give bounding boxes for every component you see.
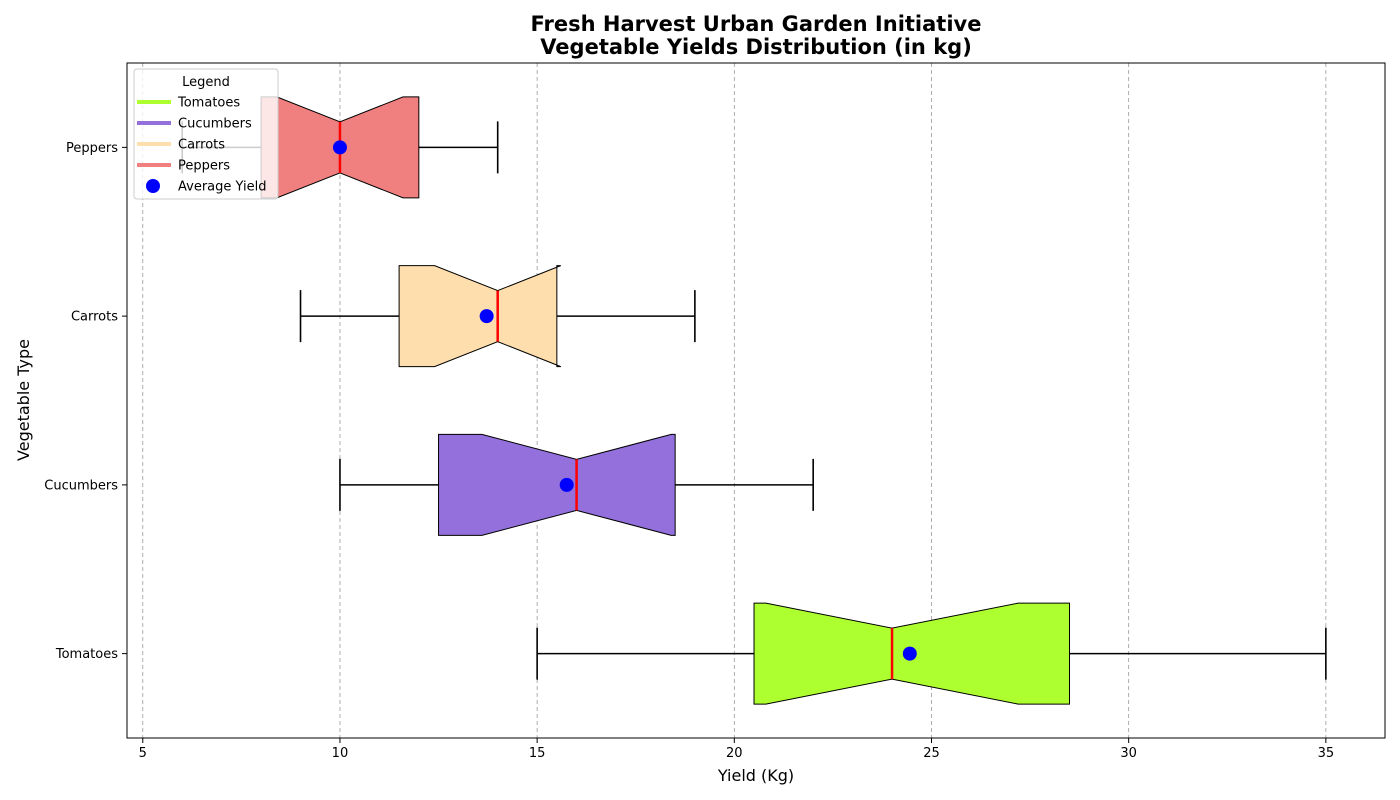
average-marker xyxy=(902,646,917,661)
x-tick-label: 30 xyxy=(1120,746,1137,761)
box-tomatoes xyxy=(536,602,1327,705)
x-tick-label: 25 xyxy=(923,746,940,761)
box-cucumbers xyxy=(339,433,814,536)
legend: Legend Tomatoes Cucumbers Carrots Peppers Av… xyxy=(133,68,279,200)
x-tick-label: 20 xyxy=(726,746,743,761)
legend-title: Legend xyxy=(182,75,230,90)
legend-label: Carrots xyxy=(178,138,225,153)
y-tick-label: Cucumbers xyxy=(44,478,118,493)
chart-title-line-2: Vegetable Yields Distribution (in kg) xyxy=(540,35,972,59)
x-axis: 5 10 15 20 25 30 35 xyxy=(139,738,1334,761)
box-body xyxy=(438,433,676,536)
y-tick-label: Peppers xyxy=(66,141,118,156)
grid-lines xyxy=(142,63,1327,738)
legend-average-marker xyxy=(146,179,160,193)
legend-label: Peppers xyxy=(178,159,230,174)
y-tick-label: Carrots xyxy=(71,310,118,325)
x-tick-label: 5 xyxy=(139,746,147,761)
average-marker xyxy=(479,309,494,324)
y-axis-label: Vegetable Type xyxy=(14,339,33,461)
x-tick-label: 10 xyxy=(332,746,349,761)
chart-title-line-1: Fresh Harvest Urban Garden Initiative xyxy=(531,12,982,36)
legend-items: Tomatoes Cucumbers Carrots Peppers Average Y… xyxy=(137,96,266,195)
box-carrots xyxy=(299,265,696,368)
x-tick-label: 15 xyxy=(529,746,546,761)
box-group xyxy=(181,96,1327,705)
legend-label-average: Average Yield xyxy=(178,180,266,195)
y-tick-label: Tomatoes xyxy=(55,647,118,662)
box-peppers xyxy=(181,96,499,199)
legend-label: Tomatoes xyxy=(177,96,240,111)
plot-frame xyxy=(126,62,1386,739)
average-marker xyxy=(332,140,347,155)
x-axis-label: Yield (Kg) xyxy=(717,766,794,785)
average-marker xyxy=(559,477,574,492)
x-tick-label: 35 xyxy=(1318,746,1335,761)
legend-label: Cucumbers xyxy=(178,117,252,132)
y-axis: Tomatoes Cucumbers Carrots Peppers xyxy=(44,141,127,662)
